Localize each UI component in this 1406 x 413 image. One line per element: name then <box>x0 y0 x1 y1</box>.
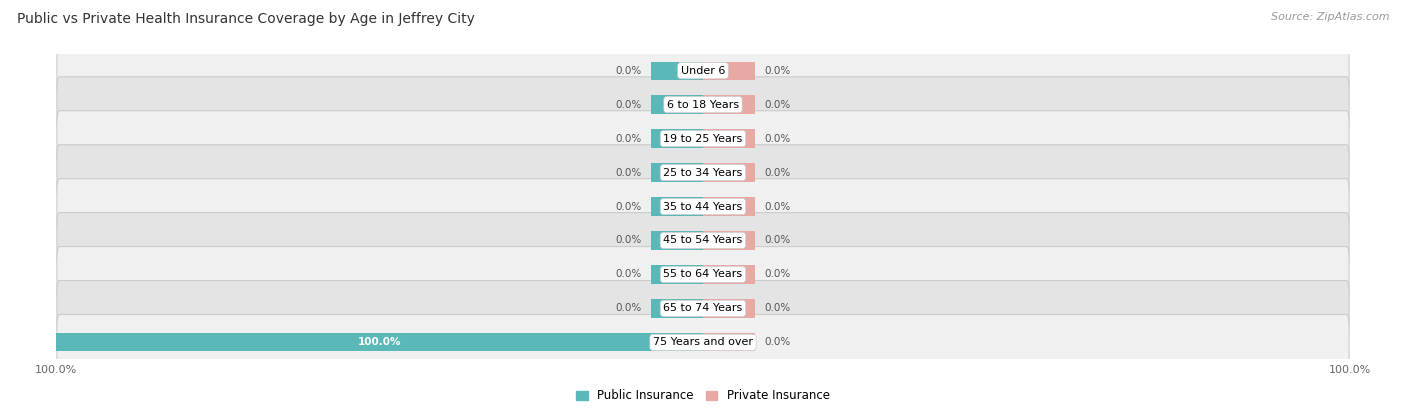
Text: 0.0%: 0.0% <box>616 168 641 178</box>
Bar <box>651 129 703 148</box>
Text: 55 to 64 Years: 55 to 64 Years <box>664 269 742 280</box>
Text: 0.0%: 0.0% <box>616 66 641 76</box>
Text: 0.0%: 0.0% <box>616 202 641 211</box>
Text: 6 to 18 Years: 6 to 18 Years <box>666 100 740 109</box>
FancyBboxPatch shape <box>56 314 1350 370</box>
Bar <box>651 95 703 114</box>
Text: 0.0%: 0.0% <box>616 235 641 245</box>
Bar <box>651 231 703 249</box>
Text: 0.0%: 0.0% <box>616 304 641 313</box>
Bar <box>703 231 755 249</box>
Bar <box>703 95 755 114</box>
FancyBboxPatch shape <box>56 280 1350 336</box>
FancyBboxPatch shape <box>56 145 1350 200</box>
FancyBboxPatch shape <box>56 111 1350 166</box>
Text: 0.0%: 0.0% <box>765 133 790 144</box>
Bar <box>56 333 703 351</box>
Text: 100.0%: 100.0% <box>359 337 401 347</box>
Bar <box>651 265 703 284</box>
FancyBboxPatch shape <box>56 247 1350 302</box>
Text: 0.0%: 0.0% <box>616 269 641 280</box>
Text: 0.0%: 0.0% <box>765 100 790 109</box>
Bar <box>703 129 755 148</box>
Text: 0.0%: 0.0% <box>765 269 790 280</box>
Text: 0.0%: 0.0% <box>765 304 790 313</box>
Text: 0.0%: 0.0% <box>765 235 790 245</box>
FancyBboxPatch shape <box>56 179 1350 234</box>
Text: 0.0%: 0.0% <box>765 337 790 347</box>
FancyBboxPatch shape <box>56 77 1350 133</box>
Text: 0.0%: 0.0% <box>765 202 790 211</box>
Text: 0.0%: 0.0% <box>765 168 790 178</box>
Bar <box>703 197 755 216</box>
Bar <box>703 62 755 80</box>
Text: 25 to 34 Years: 25 to 34 Years <box>664 168 742 178</box>
Text: Source: ZipAtlas.com: Source: ZipAtlas.com <box>1271 12 1389 22</box>
Text: 0.0%: 0.0% <box>616 100 641 109</box>
Text: Public vs Private Health Insurance Coverage by Age in Jeffrey City: Public vs Private Health Insurance Cover… <box>17 12 475 26</box>
Text: 45 to 54 Years: 45 to 54 Years <box>664 235 742 245</box>
Bar <box>651 62 703 80</box>
Legend: Public Insurance, Private Insurance: Public Insurance, Private Insurance <box>576 389 830 402</box>
Text: 35 to 44 Years: 35 to 44 Years <box>664 202 742 211</box>
Bar <box>703 299 755 318</box>
Text: 75 Years and over: 75 Years and over <box>652 337 754 347</box>
Bar <box>703 333 755 351</box>
FancyBboxPatch shape <box>56 43 1350 99</box>
Text: 0.0%: 0.0% <box>616 133 641 144</box>
Text: 0.0%: 0.0% <box>765 66 790 76</box>
Text: 19 to 25 Years: 19 to 25 Years <box>664 133 742 144</box>
Text: Under 6: Under 6 <box>681 66 725 76</box>
Text: 65 to 74 Years: 65 to 74 Years <box>664 304 742 313</box>
Bar <box>651 164 703 182</box>
Bar <box>703 265 755 284</box>
Bar <box>703 164 755 182</box>
FancyBboxPatch shape <box>56 213 1350 268</box>
Bar <box>651 299 703 318</box>
Bar <box>651 197 703 216</box>
